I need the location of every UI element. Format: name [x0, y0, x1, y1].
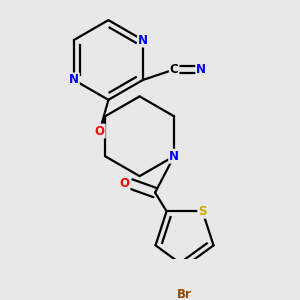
- Text: Br: Br: [177, 288, 192, 300]
- Text: O: O: [119, 177, 130, 190]
- Text: O: O: [95, 124, 105, 138]
- Text: S: S: [198, 205, 207, 218]
- Text: C: C: [170, 63, 178, 76]
- Text: N: N: [169, 150, 179, 163]
- Text: N: N: [69, 74, 79, 86]
- Text: N: N: [138, 34, 148, 46]
- Text: N: N: [196, 63, 206, 76]
